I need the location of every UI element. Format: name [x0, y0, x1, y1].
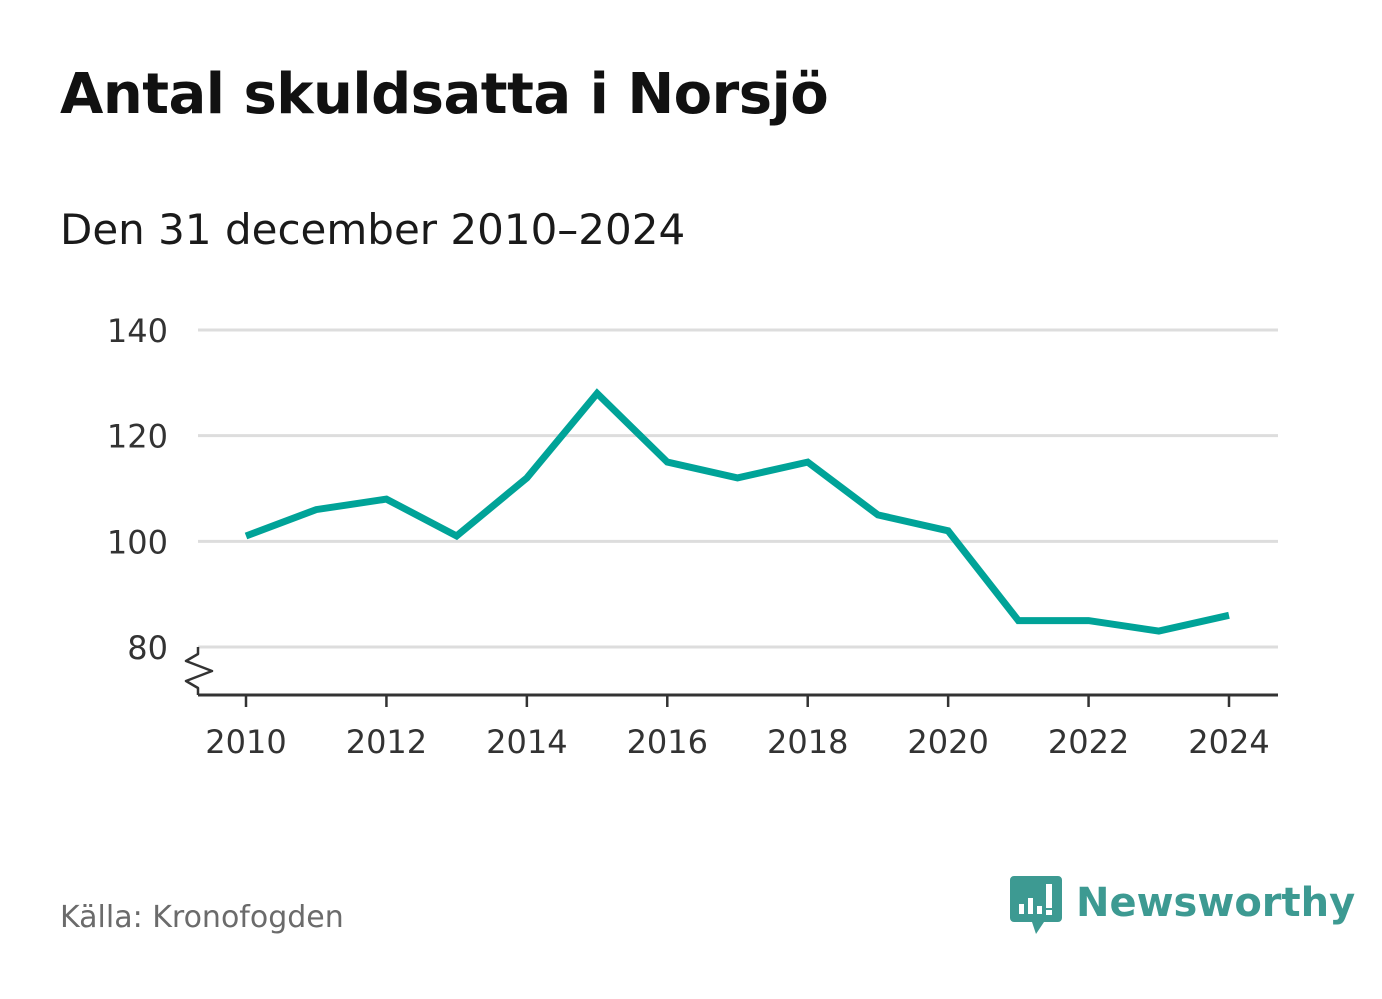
series-line-0 — [244, 388, 1230, 635]
x-tick-label-2010: 2010 — [205, 723, 286, 761]
y-tick-label-120: 120 — [107, 418, 168, 456]
x-tick-label-2022: 2022 — [1048, 723, 1129, 761]
y-tick-label-100: 100 — [107, 523, 168, 561]
y-axis-break — [184, 647, 214, 695]
brand-logo: Newsworthy — [1010, 876, 1355, 938]
chart-title: Antal skuldsatta i Norsjö — [60, 62, 829, 127]
chart-subtitle: Den 31 december 2010–2024 — [60, 205, 686, 254]
newsworthy-bar-chart-icon — [1010, 876, 1062, 934]
x-tick-label-2024: 2024 — [1188, 723, 1269, 761]
brand-name: Newsworthy — [1076, 880, 1356, 926]
x-tick-label-2012: 2012 — [346, 723, 427, 761]
x-tick-label-2016: 2016 — [627, 723, 708, 761]
x-tick-label-2014: 2014 — [486, 723, 567, 761]
y-tick-label-140: 140 — [107, 312, 168, 350]
source-note: Källa: Kronofogden — [60, 900, 344, 935]
x-tick-label-2018: 2018 — [767, 723, 848, 761]
y-tick-label-80: 80 — [127, 629, 168, 667]
x-tick-label-2020: 2020 — [907, 723, 988, 761]
